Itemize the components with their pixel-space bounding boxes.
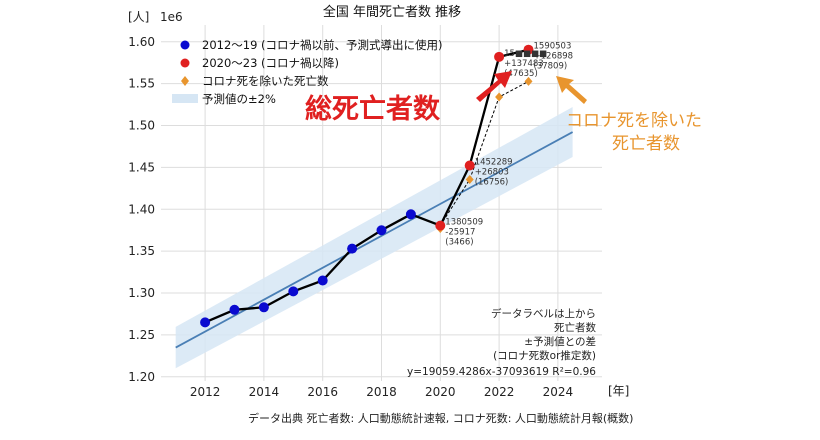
point-excl-covid — [524, 76, 533, 86]
data-label: (16756) — [475, 177, 509, 187]
point-pre-covid — [258, 302, 269, 313]
trend-equation: y=19059.4286x-37093619 R²=0.96 — [407, 366, 596, 378]
y-tick-label: 1.20 — [128, 370, 155, 384]
x-unit-label: [年] — [608, 384, 629, 398]
chart-title: 全国 年間死亡者数 推移 — [323, 4, 461, 20]
point-pre-covid — [376, 225, 387, 236]
legend-label-post: 2020〜23 (コロナ禍以降) — [202, 56, 339, 70]
data-label: +26803 — [475, 167, 509, 177]
point-post-covid — [523, 44, 534, 55]
trend-line-path — [175, 131, 574, 349]
x-tick-label: 2016 — [307, 385, 338, 399]
data-label: 1590503 — [534, 42, 572, 52]
series — [200, 44, 534, 328]
prediction-band-area — [175, 107, 573, 369]
prediction-band — [175, 107, 573, 369]
note-line-2: 死亡者数 — [554, 321, 596, 334]
legend-label-pre: 2012〜19 (コロナ禍以前、予測式導出に使用) — [202, 38, 443, 52]
red-arrow-icon — [476, 71, 512, 102]
y-tick-label: 1.60 — [128, 35, 155, 49]
data-label: +126898 — [534, 52, 574, 62]
y-tick-label: 1.45 — [128, 160, 155, 174]
legend-marker-excl — [181, 76, 189, 86]
legend-label-band: 予測値の±2% — [202, 92, 276, 106]
point-post-covid — [464, 160, 475, 171]
data-label: (3466) — [445, 238, 473, 248]
point-post-covid — [435, 220, 446, 231]
annotations: 総死亡者数 コロナ死を除いた 死亡者数 — [305, 71, 702, 154]
series-line-excl-covid — [439, 80, 529, 226]
point-post-covid — [494, 51, 505, 62]
x-tick-label: 2012 — [190, 385, 221, 399]
point-pre-covid — [200, 317, 211, 328]
legend-marker-pre — [180, 40, 190, 50]
legend-label-excl: コロナ死を除いた死亡数 — [202, 74, 329, 88]
data-label-note: データラベルは上から 死亡者数 ±予測値との差 (コロナ死数or推定数) — [491, 307, 596, 362]
data-source: データ出典 死亡者数: 人口動態統計速報, コロナ死数: 人口動態統計月報(概数… — [248, 411, 633, 425]
y-tick-label: 1.50 — [128, 119, 155, 133]
data-label: -25917 — [445, 228, 475, 238]
point-pre-covid — [229, 304, 240, 315]
y-tick-label: 1.25 — [128, 328, 155, 342]
axes: 2012 2014 2016 2018 2020 2022 2024 1.20 1.25 1.30… — [128, 35, 573, 399]
legend-marker-post — [180, 58, 190, 68]
y-tick-label: 1.30 — [128, 286, 155, 300]
data-label: 15■■■■ — [504, 49, 547, 59]
data-labels: 1380509-25917(3466) 1452289+26803(16756) 1… — [445, 42, 573, 248]
x-tick-label: 2020 — [425, 385, 456, 399]
annotation-excl-covid-2: 死亡者数 — [612, 134, 680, 154]
y-tick-label: 1.55 — [128, 77, 155, 91]
annotation-excl-covid-1: コロナ死を除いた — [566, 111, 702, 131]
point-pre-covid — [405, 209, 416, 220]
note-line-3: ±予測値との差 — [524, 335, 596, 348]
point-pre-covid — [288, 286, 299, 297]
data-label: 1452289 — [475, 157, 513, 167]
x-tick-label: 2024 — [543, 385, 574, 399]
x-tick-label: 2014 — [249, 385, 280, 399]
y-tick-label: 1.40 — [128, 202, 155, 216]
point-pre-covid — [317, 275, 328, 286]
point-excl-covid — [465, 175, 474, 185]
data-label: (37809) — [534, 62, 568, 72]
legend: 2012〜19 (コロナ禍以前、予測式導出に使用) 2020〜23 (コロナ禍以… — [172, 38, 443, 106]
x-tick-label: 2018 — [366, 385, 397, 399]
legend-marker-band — [172, 94, 198, 103]
note-line-1: データラベルは上から — [491, 307, 596, 320]
y-tick-label: 1.35 — [128, 244, 155, 258]
annotation-total-deaths: 総死亡者数 — [305, 93, 441, 125]
data-label: +137483 — [504, 59, 544, 69]
data-label: (47635) — [504, 69, 538, 79]
y-scale-label: 1e6 — [160, 10, 183, 24]
point-excl-covid — [495, 92, 504, 102]
orange-arrow-icon — [556, 76, 587, 104]
data-label: 1380509 — [445, 218, 483, 228]
point-pre-covid — [347, 243, 358, 254]
trend-line — [175, 131, 574, 349]
note-line-4: (コロナ死数or推定数) — [493, 349, 596, 362]
y-unit-label: [人] — [128, 10, 149, 24]
x-tick-label: 2022 — [484, 385, 515, 399]
